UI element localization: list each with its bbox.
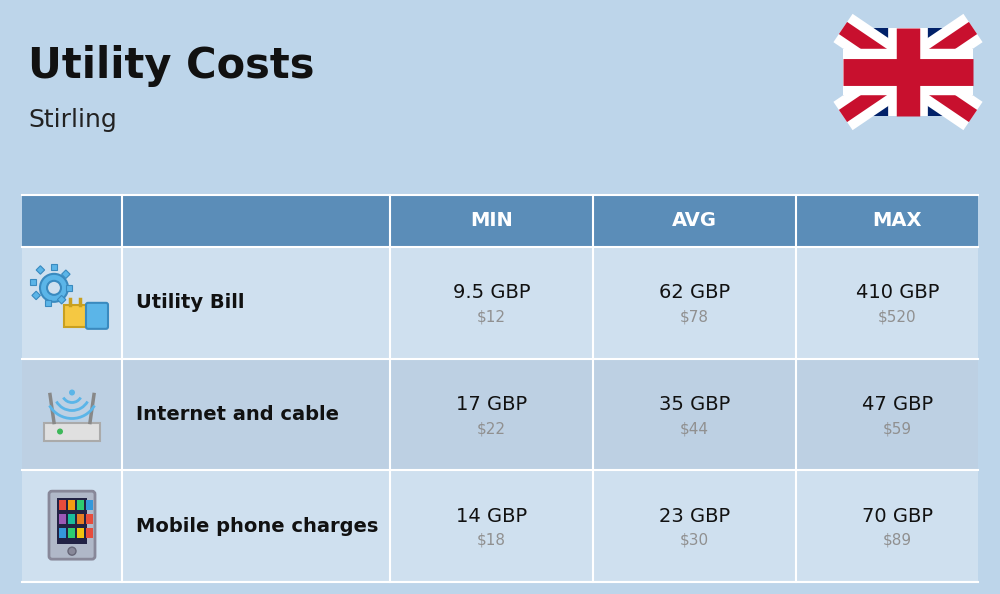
Text: 9.5 GBP: 9.5 GBP (453, 283, 530, 302)
Bar (62, 270, 70, 279)
Bar (22, 359, 978, 470)
Bar (22, 470, 978, 582)
Bar (30, 279, 36, 285)
Bar (51, 264, 57, 270)
Text: $18: $18 (477, 533, 506, 548)
Text: 47 GBP: 47 GBP (862, 395, 933, 414)
Text: $44: $44 (680, 421, 709, 436)
Text: 62 GBP: 62 GBP (659, 283, 730, 302)
Text: AVG: AVG (672, 211, 717, 230)
Circle shape (40, 274, 68, 302)
Bar (86, 500, 93, 510)
Bar (57, 498, 87, 544)
Text: 70 GBP: 70 GBP (862, 507, 933, 526)
Bar (77, 500, 84, 510)
Text: Utility Bill: Utility Bill (136, 293, 244, 312)
Circle shape (68, 547, 76, 555)
Bar (77, 514, 84, 524)
Text: $520: $520 (878, 309, 917, 324)
Bar (64, 305, 86, 327)
Text: 35 GBP: 35 GBP (659, 395, 730, 414)
Bar (68, 514, 75, 524)
Text: 14 GBP: 14 GBP (456, 507, 527, 526)
Text: $22: $22 (477, 421, 506, 436)
Bar (86, 514, 93, 524)
Text: MIN: MIN (470, 211, 513, 230)
Text: Mobile phone charges: Mobile phone charges (136, 517, 378, 536)
Bar (68, 528, 75, 538)
Bar (59, 500, 66, 510)
Circle shape (47, 281, 61, 295)
Bar (68, 500, 75, 510)
Bar (66, 285, 72, 291)
Bar (86, 528, 93, 538)
FancyBboxPatch shape (49, 491, 95, 559)
Bar (22, 195, 978, 247)
Circle shape (69, 390, 75, 396)
Bar (59, 528, 66, 538)
Circle shape (57, 428, 63, 434)
Text: $89: $89 (883, 533, 912, 548)
Text: $12: $12 (477, 309, 506, 324)
Bar (22, 247, 978, 359)
Bar (77, 528, 84, 538)
Text: 17 GBP: 17 GBP (456, 395, 527, 414)
Text: $59: $59 (883, 421, 912, 436)
FancyBboxPatch shape (86, 303, 108, 329)
Text: Stirling: Stirling (28, 108, 117, 132)
Text: Internet and cable: Internet and cable (136, 405, 339, 424)
Text: $30: $30 (680, 533, 709, 548)
Text: 23 GBP: 23 GBP (659, 507, 730, 526)
Text: MAX: MAX (873, 211, 922, 230)
Bar (57, 295, 66, 304)
Bar (36, 266, 45, 274)
Text: $78: $78 (680, 309, 709, 324)
Bar (32, 291, 40, 300)
Text: 410 GBP: 410 GBP (856, 283, 939, 302)
Bar (45, 300, 51, 306)
Text: Utility Costs: Utility Costs (28, 45, 314, 87)
Bar (44, 422, 100, 441)
Bar (843, 28, 973, 116)
Bar (59, 514, 66, 524)
